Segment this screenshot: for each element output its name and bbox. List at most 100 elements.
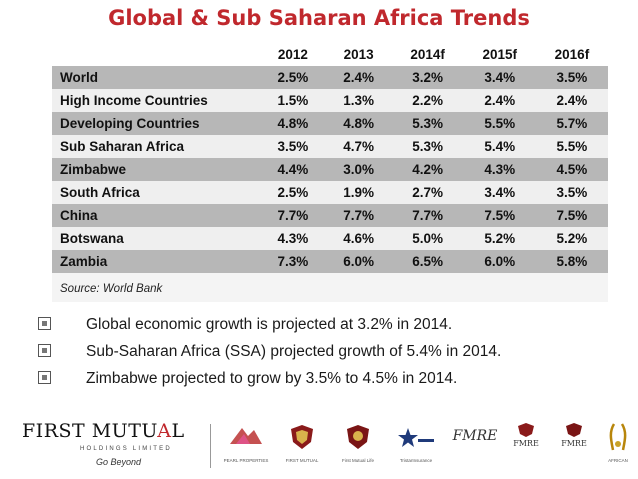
- table-cell: 6.0%: [325, 250, 392, 273]
- growth-table-container: 2012 2013 2014f 2015f 2016f World 2.5% 2.4…: [52, 42, 608, 302]
- table-cell: 4.4%: [260, 158, 326, 181]
- table-cell: 5.3%: [391, 135, 464, 158]
- brand-name-part: L: [171, 420, 185, 442]
- row-label: Developing Countries: [52, 112, 260, 135]
- table-cell: 7.7%: [391, 204, 464, 227]
- logo-caption: First Mutual Life: [341, 458, 374, 463]
- table-cell: 3.5%: [260, 135, 326, 158]
- first-mutual-health-logo: FIRST MUTUAL: [276, 420, 328, 476]
- brand-name-part: FIRST MUTU: [22, 420, 158, 442]
- row-label: Sub Saharan Africa: [52, 135, 260, 158]
- fmre-property-logo: FMRE: [552, 420, 596, 476]
- slide-title: Global & Sub Saharan Africa Trends: [108, 6, 530, 30]
- row-label: World: [52, 66, 260, 89]
- fmre-wordmark: FMRE: [561, 439, 587, 448]
- growth-table: 2012 2013 2014f 2015f 2016f World 2.5% 2.4…: [52, 42, 608, 273]
- table-cell: 7.5%: [535, 204, 608, 227]
- table-cell: 5.7%: [535, 112, 608, 135]
- table-cell: 3.2%: [391, 66, 464, 89]
- table-cell: 3.5%: [535, 66, 608, 89]
- table-cell: 4.2%: [391, 158, 464, 181]
- table-cell: 4.8%: [325, 112, 392, 135]
- bullet-text: Global economic growth is projected at 3…: [86, 316, 453, 333]
- table-cell: 6.5%: [391, 250, 464, 273]
- fmre-botswana-logo: FMRE: [504, 420, 548, 476]
- table-cell: 1.9%: [325, 181, 392, 204]
- bullet-item: Sub-Saharan Africa (SSA) projected growt…: [38, 338, 628, 365]
- shield-crest-icon: [291, 425, 313, 449]
- row-label: Zimbabwe: [52, 158, 260, 181]
- brand-tagline: Go Beyond: [96, 457, 142, 467]
- table-row: Sub Saharan Africa 3.5% 4.7% 5.3% 5.4% 5.5%: [52, 135, 608, 158]
- brand-subtitle: HOLDINGS LIMITED: [80, 446, 172, 452]
- table-cell: 4.5%: [535, 158, 608, 181]
- table-cell: 1.5%: [260, 89, 326, 112]
- bullet-item: Zimbabwe projected to grow by 3.5% to 4.…: [38, 365, 628, 392]
- row-label: Zambia: [52, 250, 260, 273]
- logo-caption: PEARL PROPERTIES: [223, 458, 269, 463]
- table-header-corner: [52, 42, 260, 66]
- table-cell: 5.2%: [463, 227, 536, 250]
- table-cell: 4.3%: [463, 158, 536, 181]
- table-row: World 2.5% 2.4% 3.2% 3.4% 3.5%: [52, 66, 608, 89]
- checkbox-bullet-icon: [38, 317, 51, 330]
- table-cell: 7.7%: [325, 204, 392, 227]
- logo-caption: TristarInsurance: [399, 458, 433, 463]
- table-cell: 5.2%: [535, 227, 608, 250]
- table-header-row: 2012 2013 2014f 2015f 2016f: [52, 42, 608, 66]
- row-label: Botswana: [52, 227, 260, 250]
- fmre-wordmark: FMRE: [513, 439, 539, 448]
- table-cell: 3.4%: [463, 66, 536, 89]
- table-cell: 5.8%: [535, 250, 608, 273]
- table-cell: 4.3%: [260, 227, 326, 250]
- column-header: 2013: [325, 42, 392, 66]
- checkbox-bullet-icon: [38, 344, 51, 357]
- column-header: 2014f: [391, 42, 464, 66]
- crest-icon: [518, 423, 534, 437]
- table-cell: 5.0%: [391, 227, 464, 250]
- table-cell: 2.4%: [325, 66, 392, 89]
- logo-caption: AFRICAN: [608, 458, 628, 463]
- table-cell: 3.4%: [463, 181, 536, 204]
- tristar-insurance-logo: TristarInsurance: [388, 420, 444, 476]
- table-cell: 2.4%: [535, 89, 608, 112]
- table-cell: 6.0%: [463, 250, 536, 273]
- table-row: Zambia 7.3% 6.0% 6.5% 6.0% 5.8%: [52, 250, 608, 273]
- table-cell: 5.5%: [535, 135, 608, 158]
- table-cell: 5.5%: [463, 112, 536, 135]
- brand-name-accent: A: [157, 420, 172, 442]
- star-icon: [398, 428, 434, 447]
- table-cell: 7.3%: [260, 250, 326, 273]
- table-cell: 7.7%: [260, 204, 326, 227]
- column-header: 2012: [260, 42, 326, 66]
- table-cell: 4.6%: [325, 227, 392, 250]
- table-cell: 2.7%: [391, 181, 464, 204]
- table-cell: 4.8%: [260, 112, 326, 135]
- bullet-item: Global economic growth is projected at 3…: [38, 311, 628, 338]
- brand-name: FIRST MUTUAL: [22, 420, 185, 442]
- table-row: Developing Countries 4.8% 4.8% 5.3% 5.5% 5.7%: [52, 112, 608, 135]
- column-header: 2016f: [535, 42, 608, 66]
- table-cell: 1.3%: [325, 89, 392, 112]
- source-note: Source: World Bank: [60, 283, 163, 295]
- table-cell: 5.3%: [391, 112, 464, 135]
- first-mutual-logo: FIRST MUTUAL HOLDINGS LIMITED Go Beyond: [22, 420, 202, 476]
- footer-divider: [210, 424, 211, 468]
- table-cell: 2.5%: [260, 66, 326, 89]
- row-label: South Africa: [52, 181, 260, 204]
- crest-icon: [566, 423, 582, 437]
- bullet-text: Zimbabwe projected to grow by 3.5% to 4.…: [86, 370, 458, 387]
- first-mutual-life-logo: First Mutual Life: [332, 420, 384, 476]
- table-row: Zimbabwe 4.4% 3.0% 4.2% 4.3% 4.5%: [52, 158, 608, 181]
- column-header: 2015f: [463, 42, 536, 66]
- african-reinsurance-logo: AFRICAN: [600, 420, 636, 476]
- table-row: South Africa 2.5% 1.9% 2.7% 3.4% 3.5%: [52, 181, 608, 204]
- table-cell: 2.5%: [260, 181, 326, 204]
- fmre-logo: FMRE: [450, 420, 500, 476]
- table-row: Botswana 4.3% 4.6% 5.0% 5.2% 5.2%: [52, 227, 608, 250]
- table-cell: 2.2%: [391, 89, 464, 112]
- logo-caption: FIRST MUTUAL: [285, 458, 319, 463]
- checkbox-bullet-icon: [38, 371, 51, 384]
- table-row: High Income Countries 1.5% 1.3% 2.2% 2.4% 2.4…: [52, 89, 608, 112]
- row-label: High Income Countries: [52, 89, 260, 112]
